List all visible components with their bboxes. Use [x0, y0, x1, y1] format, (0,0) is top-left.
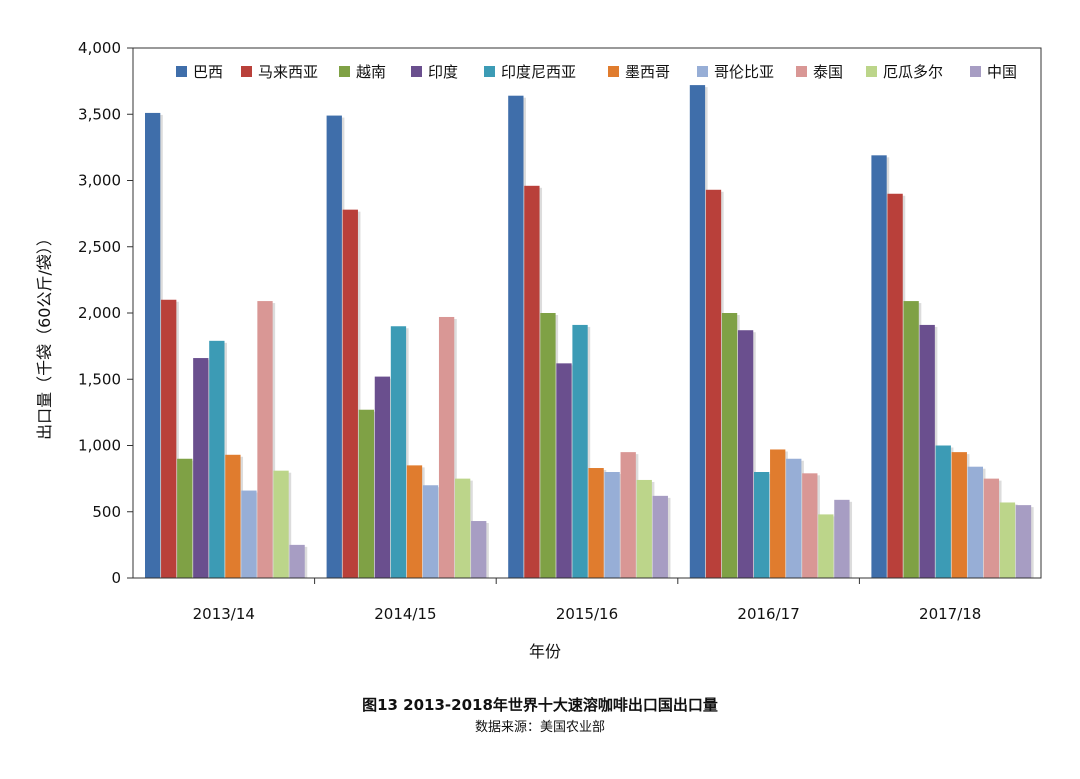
y-tick-label: 3,000: [78, 172, 121, 190]
axes-layer: 0 500 1,000 1,500 2,000 2,500 3,000 3,500 4,000 2…: [78, 39, 1042, 623]
legend-label: 哥伦比亚: [714, 63, 774, 81]
legend-label: 泰国: [813, 63, 843, 81]
bar: [786, 458, 802, 578]
bar: [834, 499, 850, 578]
x-tick-label: 2016/17: [737, 605, 799, 623]
bar: [754, 472, 770, 578]
legend-label: 越南: [356, 63, 386, 81]
legend-swatch: [241, 66, 252, 77]
bar: [689, 85, 706, 578]
bar: [770, 449, 786, 578]
bar: [358, 409, 374, 578]
bar: [390, 326, 407, 578]
bar: [999, 502, 1016, 578]
bar: [737, 330, 754, 578]
bar: [951, 452, 967, 578]
y-axis-label: 出口量（千袋（60公斤/袋））: [35, 230, 54, 440]
bar: [455, 478, 471, 578]
x-tick-label: 2015/16: [556, 605, 618, 623]
bar: [1015, 505, 1032, 578]
bar: [903, 301, 919, 578]
legend: 巴西 马来西亚 越南 印度 印度尼西亚 墨西哥 哥伦比亚 泰国 厄瓜多尔 中国: [176, 63, 1017, 81]
legend-label: 墨西哥: [625, 63, 670, 81]
bar: [257, 301, 273, 578]
bar: [652, 495, 668, 578]
bar: [289, 544, 305, 578]
bar: [342, 209, 358, 578]
x-tick-label: 2017/18: [919, 605, 981, 623]
x-tick-label: 2013/14: [193, 605, 255, 623]
bar: [406, 465, 423, 578]
bar: [193, 358, 209, 578]
legend-label: 印度尼西亚: [501, 63, 576, 81]
bar: [983, 478, 1000, 578]
y-tick-label: 2,500: [78, 238, 121, 256]
legend-swatch: [970, 66, 981, 77]
x-tick-label: 2014/15: [374, 605, 436, 623]
legend-label: 厄瓜多尔: [883, 63, 943, 81]
bar: [721, 313, 738, 578]
y-tick-label: 0: [111, 569, 121, 587]
bar: [887, 193, 903, 578]
legend-label: 马来西亚: [258, 63, 318, 81]
data-source: 数据来源：美国农业部: [474, 720, 605, 735]
legend-swatch: [411, 66, 422, 77]
bar: [588, 468, 604, 578]
bar: [572, 324, 588, 578]
y-tick-label: 4,000: [78, 39, 121, 57]
figure-caption: 图13 2013-2018年世界十大速溶咖啡出口国出口量: [362, 696, 718, 714]
legend-swatch: [608, 66, 619, 77]
bar: [620, 452, 636, 578]
y-tick-label: 1,500: [78, 370, 121, 388]
bar: [471, 521, 487, 578]
bar: [818, 514, 834, 578]
bar: [524, 185, 540, 579]
bar: [161, 299, 177, 578]
bar: [145, 112, 161, 579]
legend-label: 巴西: [193, 63, 223, 81]
legend-swatch: [176, 66, 187, 77]
bars-layer: [145, 85, 1034, 579]
bar: [636, 479, 652, 578]
bar: [604, 472, 620, 578]
legend-swatch: [484, 66, 495, 77]
bar: [919, 324, 935, 578]
bar: [705, 189, 722, 578]
y-tick-label: 2,000: [78, 304, 121, 322]
bar: [556, 363, 572, 578]
bar: [967, 466, 983, 578]
y-tick-label: 1,000: [78, 437, 121, 455]
legend-swatch: [339, 66, 350, 77]
bar: [209, 340, 225, 578]
bar: [241, 490, 257, 578]
bar: [871, 155, 887, 578]
bar-chart: 0 500 1,000 1,500 2,000 2,500 3,000 3,500 4,000 2…: [35, 39, 1042, 661]
bar: [422, 485, 439, 578]
bar: [540, 313, 556, 578]
bar: [326, 115, 342, 578]
legend-label: 中国: [987, 63, 1017, 81]
bar: [508, 95, 524, 578]
bar: [374, 376, 391, 578]
legend-swatch: [697, 66, 708, 77]
legend-label: 印度: [428, 63, 458, 81]
bar: [438, 316, 455, 578]
bar: [225, 454, 241, 578]
legend-swatch: [866, 66, 877, 77]
legend-swatch: [796, 66, 807, 77]
bar: [935, 445, 951, 578]
bar: [177, 458, 193, 578]
bar: [273, 470, 289, 578]
bar: [802, 473, 818, 578]
x-axis-label: 年份: [529, 642, 561, 661]
y-tick-label: 500: [92, 503, 121, 521]
y-tick-label: 3,500: [78, 105, 121, 123]
